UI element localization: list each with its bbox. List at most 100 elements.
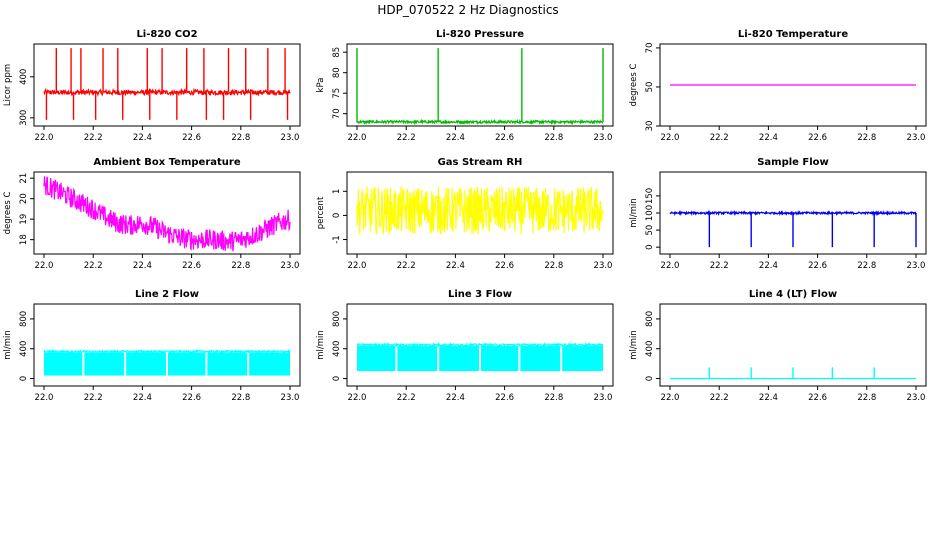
x-tick-label: 23.0 bbox=[281, 133, 300, 143]
y-tick-label: 100 bbox=[645, 205, 655, 221]
x-tick-label: 22.4 bbox=[133, 261, 152, 271]
x-tick-label: 22.0 bbox=[661, 133, 680, 143]
x-tick-label: 22.4 bbox=[446, 261, 465, 271]
chart-panel-1: Li-820 CO2 Licor ppm 22.0 22.2 22.4 22.6 22.8 2… bbox=[3, 29, 301, 143]
flow-band-segment bbox=[439, 345, 479, 372]
chart-title: Line 2 Flow bbox=[135, 289, 199, 300]
x-tick-label: 22.0 bbox=[661, 393, 680, 403]
x-tick-label: 22.8 bbox=[544, 133, 563, 143]
x-tick-label: 23.0 bbox=[594, 261, 613, 271]
y-tick-label: 0 bbox=[332, 213, 342, 218]
x-tick-label: 22.2 bbox=[710, 261, 729, 271]
x-tick-label: 22.6 bbox=[182, 393, 201, 403]
flow-band-segment bbox=[84, 352, 125, 376]
x-tick-label: 23.0 bbox=[907, 393, 926, 403]
x-tick-label: 22.0 bbox=[661, 261, 680, 271]
flow-band-segment bbox=[397, 345, 438, 372]
x-tick-label: 22.0 bbox=[348, 393, 367, 403]
x-tick-label: 22.4 bbox=[133, 393, 152, 403]
y-tick-label: 400 bbox=[19, 69, 29, 85]
y-tick-label: 70 bbox=[645, 42, 655, 53]
x-tick-label: 22.2 bbox=[84, 133, 103, 143]
plot-frame bbox=[346, 171, 614, 255]
plot-frame bbox=[33, 171, 301, 255]
chart-panel-5: Gas Stream RH percent 22.0 22.2 22.4 22.6 22.8… bbox=[316, 157, 614, 271]
y-tick-label: 1 bbox=[332, 189, 342, 194]
chart-panel-3: Li-820 Temperature degrees C 22.0 22.2 22.4 2… bbox=[629, 29, 927, 143]
flow-band-segment bbox=[249, 352, 290, 376]
y-tick-label: 0 bbox=[645, 376, 655, 381]
x-tick-label: 22.8 bbox=[231, 393, 250, 403]
x-tick-label: 22.0 bbox=[348, 133, 367, 143]
x-tick-label: 23.0 bbox=[281, 393, 300, 403]
data-series bbox=[43, 348, 291, 376]
chart-panel-6: Sample Flow ml/min 22.0 22.2 22.4 22.6 22.8 23.… bbox=[629, 157, 927, 271]
x-tick-label: 23.0 bbox=[907, 133, 926, 143]
chart-panels: Li-820 CO2 Licor ppm 22.0 22.2 22.4 22.6 22.8 2… bbox=[3, 29, 927, 403]
y-axis-label: degrees C bbox=[629, 64, 639, 107]
y-tick-label: -1 bbox=[332, 235, 342, 243]
chart-title: Line 4 (LT) Flow bbox=[749, 289, 837, 300]
flow-band-segment bbox=[357, 345, 396, 372]
y-tick-label: 70 bbox=[332, 108, 342, 119]
chart-panel-4: Ambient Box Temperature degrees C 22.0 22.2… bbox=[3, 157, 301, 271]
chart-title: Li-820 Pressure bbox=[436, 29, 524, 40]
chart-title: Line 3 Flow bbox=[448, 289, 512, 300]
x-tick-label: 22.4 bbox=[759, 393, 778, 403]
y-tick-label: 0 bbox=[332, 376, 342, 381]
y-tick-label: 300 bbox=[19, 110, 29, 126]
y-tick-label: 85 bbox=[332, 47, 342, 58]
y-tick-label: 50 bbox=[645, 82, 655, 93]
x-tick-label: 22.4 bbox=[446, 133, 465, 143]
data-series bbox=[669, 367, 916, 380]
x-tick-label: 22.6 bbox=[808, 393, 827, 403]
y-axis-label: ml/min bbox=[3, 330, 13, 360]
x-tick-label: 22.2 bbox=[84, 393, 103, 403]
flow-band-segment bbox=[207, 352, 248, 376]
y-axis-label: kPa bbox=[316, 78, 326, 93]
x-tick-label: 22.4 bbox=[133, 133, 152, 143]
y-tick-label: 75 bbox=[332, 88, 342, 99]
x-tick-label: 22.6 bbox=[182, 133, 201, 143]
plot-frame bbox=[346, 43, 614, 127]
x-tick-label: 22.8 bbox=[231, 261, 250, 271]
chart-panel-9: Line 4 (LT) Flow ml/min 22.0 22.2 22.4 22.6 22… bbox=[629, 289, 927, 403]
y-axis-label: degrees C bbox=[3, 192, 13, 235]
y-tick-label: 20 bbox=[19, 193, 29, 204]
series-line bbox=[43, 176, 291, 252]
x-tick-label: 22.2 bbox=[84, 261, 103, 271]
series-line bbox=[43, 87, 291, 98]
x-tick-label: 23.0 bbox=[594, 393, 613, 403]
x-tick-label: 22.2 bbox=[397, 133, 416, 143]
x-tick-label: 22.2 bbox=[397, 393, 416, 403]
flow-band-segment bbox=[481, 345, 519, 372]
chart-panel-7: Line 2 Flow ml/min 22.0 22.2 22.4 22.6 22.8 23.… bbox=[3, 289, 301, 403]
y-tick-label: 18 bbox=[19, 234, 29, 245]
figure-title: HDP_070522 2 Hz Diagnostics bbox=[377, 3, 558, 17]
flow-band-segment bbox=[168, 352, 206, 376]
x-tick-label: 22.4 bbox=[759, 133, 778, 143]
x-tick-label: 22.2 bbox=[710, 393, 729, 403]
y-tick-label: 800 bbox=[332, 311, 342, 327]
y-tick-label: 0 bbox=[19, 376, 29, 381]
x-tick-label: 22.8 bbox=[857, 393, 876, 403]
x-tick-label: 22.0 bbox=[35, 133, 54, 143]
x-tick-label: 22.6 bbox=[808, 261, 827, 271]
data-series bbox=[43, 176, 291, 252]
flow-band-segment bbox=[126, 352, 166, 376]
y-tick-label: 800 bbox=[19, 311, 29, 327]
y-tick-label: 150 bbox=[645, 188, 655, 204]
flow-band-edge bbox=[356, 341, 604, 348]
plot-frame bbox=[659, 303, 927, 387]
chart-title: Li-820 Temperature bbox=[738, 29, 848, 40]
data-series bbox=[669, 209, 917, 248]
x-tick-label: 23.0 bbox=[281, 261, 300, 271]
x-tick-label: 22.6 bbox=[495, 393, 514, 403]
x-tick-label: 23.0 bbox=[907, 261, 926, 271]
y-axis-label: Licor ppm bbox=[3, 64, 13, 106]
flow-band-segment bbox=[562, 345, 603, 372]
x-tick-label: 22.6 bbox=[495, 133, 514, 143]
y-axis-label: ml/min bbox=[316, 330, 326, 360]
y-tick-label: 400 bbox=[19, 341, 29, 357]
